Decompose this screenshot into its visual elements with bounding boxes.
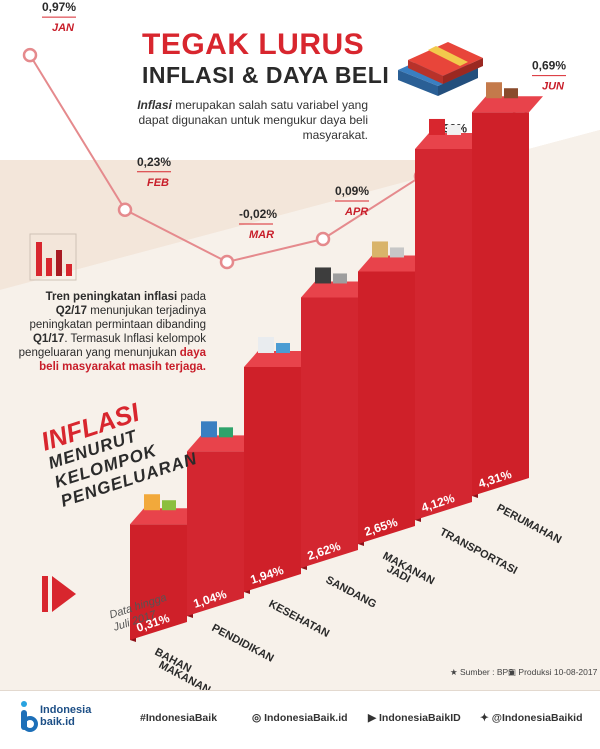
bar-top: [472, 96, 543, 113]
bar-decoration: [144, 494, 160, 511]
bar-decoration: [429, 118, 445, 135]
bar-decoration: [162, 500, 176, 511]
bar-top: [358, 255, 429, 272]
footer: [0, 690, 600, 749]
bar-decoration: [447, 124, 461, 135]
bar-front: [244, 367, 301, 592]
line-value-label: -0,02%: [239, 207, 277, 221]
bar-front: [301, 297, 358, 568]
youtube-icon: ▶: [368, 712, 377, 724]
line-month-label: APR: [344, 206, 368, 218]
bar-decoration: [219, 427, 233, 438]
trend-text-8: masyarakat masih terjaga.: [58, 361, 206, 373]
instagram-icon: ◎: [252, 712, 262, 724]
bar-front: [187, 451, 244, 616]
bar-top: [244, 351, 315, 368]
bar-chart-icon: [29, 233, 77, 281]
bar-front: [130, 524, 187, 640]
footer-hashtag[interactable]: #IndonesiaBaik: [140, 712, 218, 724]
bar-decoration: [486, 82, 502, 99]
bar-top: [415, 132, 486, 149]
bar-front: [415, 148, 472, 520]
bar-decoration: [504, 88, 518, 99]
line-value-label: 0,97%: [42, 0, 76, 14]
bar-category-label: PENDIDIKAN: [210, 622, 276, 665]
line-month-label: MAR: [249, 229, 274, 241]
trend-text: Tren peningkatan inflasi pada Q2/17 menu…: [16, 290, 206, 374]
bar-decoration: [258, 337, 274, 354]
trend-text-5: Q1/17: [32, 333, 65, 345]
logo-line2: baik.id: [40, 716, 75, 728]
bar-front: [472, 112, 529, 496]
line-point: [22, 47, 38, 63]
money-stack-icon: [398, 42, 483, 96]
bar-top: [187, 435, 258, 452]
bar-top: [301, 281, 372, 298]
footer-instagram[interactable]: ◎ IndonesiaBaik.id: [252, 712, 348, 724]
bar-decoration: [390, 247, 404, 258]
source-label: Sumber : BPS: [459, 667, 514, 677]
description: Inflasi merupakan salah satu variabel ya…: [118, 98, 368, 143]
trend-text-1: Tren peningkatan inflasi: [45, 291, 178, 303]
bar-front: [358, 271, 415, 544]
bar-decoration: [201, 421, 217, 438]
source-text: ★ Sumber : BPS: [450, 667, 514, 677]
bar-decoration: [372, 241, 388, 258]
expenditure-group-chart: 0,31%BAHANMAKANAN1,04%PENDIDIKAN1,94%KES…: [130, 82, 564, 690]
bar-category-label: KESEHATAN: [267, 598, 332, 640]
bar-decoration: [276, 343, 290, 354]
footer-logo-text: Indonesia baik.id: [40, 704, 91, 728]
line-point: [117, 202, 133, 217]
line-point: [315, 231, 331, 247]
line-point: [219, 254, 235, 270]
footer-youtube[interactable]: ▶ IndonesiaBaikID: [368, 712, 461, 724]
bar-category-label: PERUMAHAN: [495, 502, 564, 546]
trend-text-4: menunjukan terjadinya peningkatan permin…: [29, 305, 206, 331]
page-title: TEGAK LURUS: [142, 28, 365, 61]
line-month-label: JUN: [542, 81, 565, 93]
page-subtitle: INFLASI & DAYA BELI: [142, 62, 390, 88]
line-month-label: JAN: [52, 22, 75, 34]
play-icon: [42, 576, 76, 612]
trend-text-2: pada: [177, 291, 206, 303]
production-label: Produksi 10-08-2017: [518, 667, 598, 677]
line-month-label: FEB: [147, 177, 169, 189]
description-text: merupakan salah satu variabel yang dapat…: [138, 98, 369, 142]
twitter-handle: @IndonesiaBaikid: [491, 712, 583, 724]
instagram-handle: IndonesiaBaik.id: [264, 712, 348, 724]
trend-text-3: Q2/17: [55, 305, 88, 317]
line-value-label: 0,69%: [532, 59, 566, 73]
bar-decoration: [333, 273, 347, 284]
production-date: ▣ Produksi 10-08-2017: [508, 667, 598, 677]
twitter-icon: ✦: [480, 712, 489, 724]
line-value-label: 0,09%: [335, 184, 369, 198]
indonesiabaik-logo-icon: [21, 701, 38, 732]
bar-decoration: [315, 267, 331, 284]
description-bold: Inflasi: [137, 98, 172, 112]
bar-category-label: SANDANG: [324, 574, 379, 611]
line-value-label: 0,23%: [137, 155, 171, 169]
trend-text-7: daya beli: [39, 347, 206, 373]
footer-twitter[interactable]: ✦ @IndonesiaBaikid: [480, 712, 583, 724]
bar-category-label: TRANSPORTASI: [438, 526, 520, 577]
trend-text-6: . Termasuk Inflasi kelompok pengeluaran …: [18, 333, 206, 359]
logo-line1: Indonesia: [40, 704, 92, 716]
bar-top: [130, 508, 201, 525]
youtube-handle: IndonesiaBaikID: [379, 712, 461, 724]
